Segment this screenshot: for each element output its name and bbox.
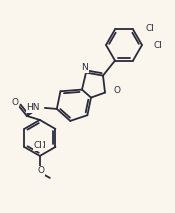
Text: O: O <box>113 86 120 95</box>
Text: O: O <box>11 98 18 107</box>
Text: Cl: Cl <box>34 141 42 150</box>
Text: N: N <box>82 63 88 72</box>
Text: HN: HN <box>26 104 40 112</box>
Text: Cl: Cl <box>37 141 46 150</box>
Text: Cl: Cl <box>154 42 163 50</box>
Text: O: O <box>37 166 44 176</box>
Text: Cl: Cl <box>145 24 154 33</box>
